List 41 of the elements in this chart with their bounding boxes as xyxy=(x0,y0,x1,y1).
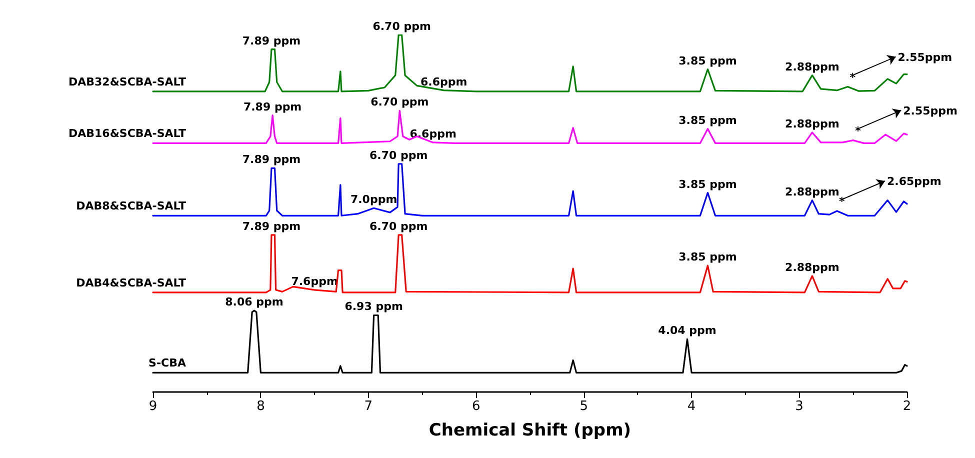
x-tick-label: 8 xyxy=(256,399,265,414)
annotation: * xyxy=(855,124,862,138)
annotation: 7.89 ppm xyxy=(242,153,301,166)
annotation: 6.70 ppm xyxy=(372,20,431,33)
annotation: 6.70 ppm xyxy=(369,220,428,233)
annotation: 2.88ppm xyxy=(785,117,840,130)
annotation: 6.6ppm xyxy=(420,75,468,88)
annotation: 2.88ppm xyxy=(785,185,840,198)
x-tick-label: 3 xyxy=(795,399,804,414)
annotation: 3.85 ppm xyxy=(678,178,737,191)
annotation: 7.89 ppm xyxy=(243,100,302,114)
annotation: 2.65ppm xyxy=(886,175,942,188)
annotation: 2.88ppm xyxy=(785,260,840,274)
annotation: 2.55ppm xyxy=(898,50,952,64)
annotation: 2.55ppm xyxy=(903,104,958,118)
annotation: 6.93 ppm xyxy=(344,300,403,314)
annotation: 3.85 ppm xyxy=(678,114,737,127)
annotation: 7.89 ppm xyxy=(242,34,301,48)
annotation: 6.70 ppm xyxy=(370,96,429,109)
annotation: 7.0ppm xyxy=(350,193,398,206)
x-tick-label: 9 xyxy=(148,399,158,414)
x-tick-label: 2 xyxy=(902,399,912,414)
annotation: 4.04 ppm xyxy=(658,324,716,338)
x-tick-label: 6 xyxy=(472,399,480,414)
x-tick-label: 4 xyxy=(687,399,696,414)
series-label: DAB4&SCBA-SALT xyxy=(76,276,186,290)
series-label: DAB8&SCBA-SALT xyxy=(76,200,186,213)
x-axis-title: Chemical Shift (ppm) xyxy=(428,420,632,440)
x-tick-label: 7 xyxy=(364,399,373,414)
annotation: 7.89 ppm xyxy=(242,220,301,233)
series-label: DAB32&SCBA-SALT xyxy=(68,75,186,88)
annotation: 2.88ppm xyxy=(785,60,840,74)
series-label: DAB16&SCBA-SALT xyxy=(68,127,186,140)
annotation: 6.6ppm xyxy=(410,127,456,140)
annotation: 3.85 ppm xyxy=(678,250,737,264)
annotation: 3.85 ppm xyxy=(678,54,737,68)
series-label: S-CBA xyxy=(148,356,186,370)
annotation: 8.06 ppm xyxy=(225,296,284,309)
annotation: 7.6ppm xyxy=(291,274,338,288)
annotation: 6.70 ppm xyxy=(369,148,428,162)
x-tick-label: 5 xyxy=(580,399,588,414)
